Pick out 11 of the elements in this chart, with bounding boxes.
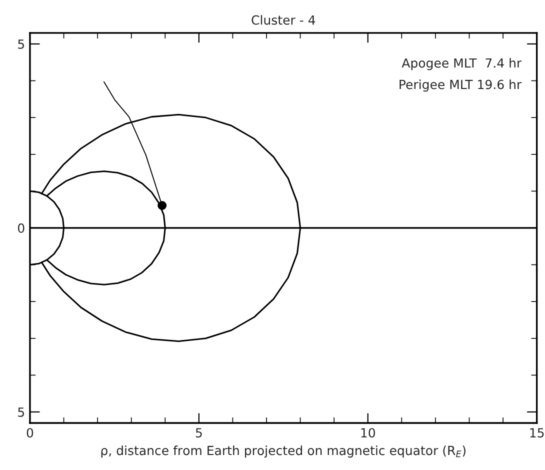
- x-tick-label: 10: [361, 428, 375, 438]
- y-tick-label: 5: [18, 408, 24, 417]
- annotation: Apogee MLT 7.4 hr: [402, 58, 522, 70]
- annotation: Perigee MLT 19.6 hr: [400, 80, 522, 92]
- x-tick-label: 5: [196, 428, 202, 438]
- y-tick-label: 0: [18, 223, 24, 233]
- x-tick-label: 0: [26, 428, 34, 438]
- y-tick-label: 5: [18, 40, 24, 49]
- x-tick-label: 15: [530, 428, 544, 438]
- chart-title: Cluster - 4: [252, 15, 316, 25]
- x-axis-title: ρ, distance from Earth projected on magnetic equator (R$_{E}$): [101, 446, 466, 458]
